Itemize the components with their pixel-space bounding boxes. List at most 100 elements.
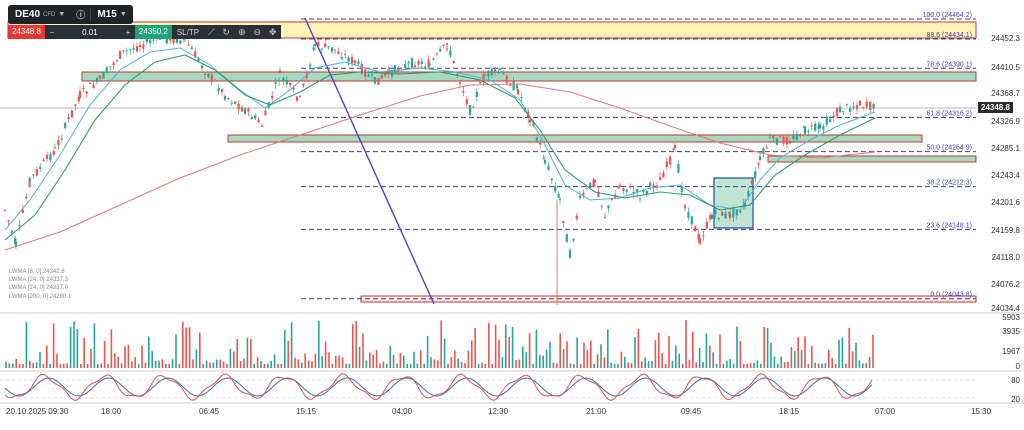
volume-bar bbox=[498, 339, 500, 368]
volume-bar bbox=[362, 333, 364, 368]
time-axis-label: 12:30 bbox=[488, 407, 509, 416]
symbol-selector[interactable]: DE40 CFD ▼ bbox=[8, 9, 71, 20]
volume-bar bbox=[586, 350, 589, 368]
candle-body bbox=[683, 205, 687, 209]
volume-bar bbox=[603, 357, 606, 368]
candle-body bbox=[10, 230, 13, 233]
candle-body bbox=[603, 216, 607, 218]
volume-bar bbox=[491, 363, 493, 368]
volume-bar bbox=[32, 362, 34, 368]
volume-bar bbox=[443, 338, 446, 368]
volume-bar bbox=[617, 363, 619, 368]
time-axis-label: 18:15 bbox=[779, 407, 800, 416]
chevron-down-icon: ▼ bbox=[119, 11, 127, 18]
candle-body bbox=[727, 212, 731, 214]
replay-icon[interactable]: ↻ bbox=[222, 26, 230, 37]
candle-body bbox=[468, 105, 472, 115]
supply-zone bbox=[81, 71, 977, 82]
decrease-quantity-button[interactable]: − bbox=[49, 27, 55, 37]
volume-bar bbox=[348, 363, 351, 368]
volume-bar bbox=[729, 359, 731, 368]
volume-bar bbox=[800, 349, 803, 368]
volume-bar bbox=[18, 363, 21, 368]
candle-body bbox=[593, 179, 597, 183]
sltp-button[interactable]: SL/TP bbox=[176, 27, 200, 37]
demand-zone bbox=[767, 155, 977, 163]
candle-body bbox=[14, 238, 17, 245]
volume-bar bbox=[284, 329, 286, 368]
sell-button[interactable]: 24348.8 bbox=[8, 25, 45, 39]
candle-body bbox=[347, 57, 350, 62]
volume-bar bbox=[379, 363, 381, 368]
volume-bar bbox=[294, 357, 296, 368]
candle-body bbox=[330, 47, 334, 52]
candle-body bbox=[138, 44, 142, 48]
volume-bar bbox=[226, 363, 228, 368]
volume-bar bbox=[698, 348, 701, 368]
quantity-input[interactable]: 0.01 bbox=[82, 27, 98, 37]
candle-body bbox=[327, 46, 330, 48]
candle-body bbox=[135, 46, 139, 52]
candle-body bbox=[417, 61, 420, 65]
candle-body bbox=[118, 50, 122, 59]
candle-body bbox=[785, 137, 789, 145]
zoom-out-icon[interactable]: ⊖ bbox=[253, 26, 262, 37]
volume-bar bbox=[715, 363, 718, 368]
volume-axis-label: 5903 bbox=[1002, 313, 1020, 322]
candle-body bbox=[622, 188, 625, 192]
candle-body bbox=[340, 57, 343, 59]
zoom-in-icon[interactable]: ⊕ bbox=[237, 26, 246, 37]
volume-bar bbox=[413, 351, 415, 368]
volume-bar bbox=[35, 362, 38, 368]
volume-bar bbox=[834, 363, 837, 368]
candle-body bbox=[105, 67, 108, 73]
increase-quantity-button[interactable]: + bbox=[125, 27, 131, 37]
candle-body bbox=[614, 194, 617, 199]
candle-body bbox=[735, 210, 738, 216]
candle-body bbox=[393, 65, 397, 73]
volume-bar bbox=[154, 360, 157, 368]
candle-body bbox=[728, 212, 732, 219]
volume-bar bbox=[246, 337, 249, 368]
volume-bar bbox=[719, 334, 721, 368]
candle-body bbox=[754, 171, 757, 179]
candle-body bbox=[872, 103, 875, 109]
candle-body bbox=[673, 145, 677, 149]
candle-body bbox=[617, 186, 620, 189]
volume-bar bbox=[175, 334, 177, 368]
candle-body bbox=[687, 212, 690, 218]
candle-body bbox=[89, 82, 92, 85]
candle-body bbox=[562, 221, 565, 224]
info-icon[interactable]: ⓘ bbox=[76, 10, 86, 20]
candle-body bbox=[203, 73, 207, 75]
fib-level-label: 23.6 (24148.1) bbox=[926, 222, 972, 229]
candle-body bbox=[818, 124, 822, 128]
volume-bar bbox=[406, 363, 408, 368]
candle-body bbox=[74, 104, 77, 106]
timeframe-selector[interactable]: M15 ▼ bbox=[91, 9, 132, 20]
volume-bar bbox=[12, 363, 14, 368]
buy-button[interactable]: 24350.2 bbox=[134, 25, 172, 39]
candle-body bbox=[618, 184, 622, 187]
candle-body bbox=[14, 241, 18, 247]
volume-bar bbox=[797, 336, 799, 368]
candle-body bbox=[149, 40, 152, 43]
volume-bar bbox=[862, 363, 864, 368]
volume-bar bbox=[426, 335, 429, 368]
candle-body bbox=[750, 180, 753, 184]
crosshair-icon[interactable]: ✥ bbox=[269, 26, 277, 37]
volume-bar bbox=[216, 359, 218, 368]
candle-body bbox=[497, 72, 500, 74]
indicator-legend: LWMA [8, 0] 24342.6 LWMA [24, 0] 24337.3… bbox=[9, 268, 71, 301]
volume-bar bbox=[219, 359, 221, 368]
candle-body bbox=[353, 60, 357, 64]
lwma-slow-line bbox=[4, 54, 876, 241]
time-axis-label: 04:00 bbox=[392, 407, 413, 416]
legend-lwma-24b: LWMA [24, 0] 24337.0 bbox=[9, 285, 68, 292]
candle-body bbox=[788, 142, 792, 144]
line-icon[interactable]: ⟋ bbox=[208, 26, 215, 37]
volume-bar bbox=[705, 333, 708, 368]
volume-bar bbox=[270, 361, 272, 368]
